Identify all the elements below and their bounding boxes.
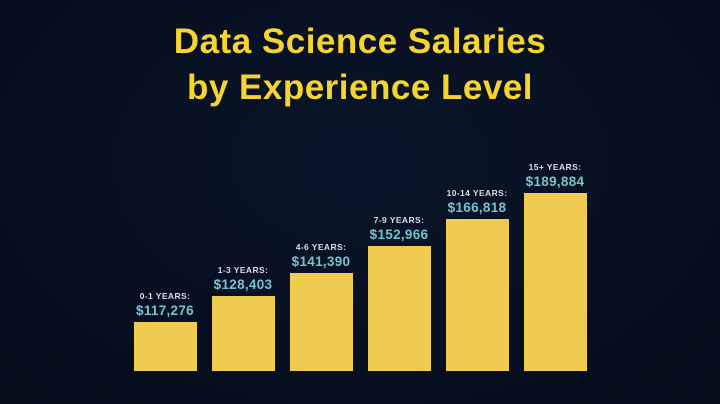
bar-category-label: 1-3 YEARS:	[217, 265, 269, 275]
chart-title: Data Science Salaries by Experience Level	[0, 0, 720, 111]
bar-category-label: 4-6 YEARS:	[295, 242, 347, 252]
bar	[367, 246, 431, 371]
bar-category-label: 0-1 YEARS:	[139, 291, 191, 301]
bar-category-label: 7-9 YEARS:	[373, 215, 425, 225]
bar-group: 4-6 YEARS: $141,390	[289, 242, 353, 371]
bar	[523, 193, 587, 371]
bar-value-label: $141,390	[291, 254, 351, 269]
bar	[133, 322, 197, 371]
chart-title-line2: by Experience Level	[186, 68, 534, 108]
bar	[445, 219, 509, 371]
bar-value-label: $152,966	[369, 227, 429, 242]
bar-group: 7-9 YEARS: $152,966	[367, 215, 431, 371]
chart-title-line1: Data Science Salaries	[173, 22, 547, 61]
bar-category-label: 10-14 YEARS:	[446, 188, 508, 198]
bar-chart: 0-1 YEARS: $117,276 1-3 YEARS: $128,403 4-6 …	[0, 162, 720, 371]
bar	[289, 273, 353, 371]
bar-group: 15+ YEARS: $189,884	[523, 162, 587, 371]
bar-value-label: $189,884	[525, 174, 585, 189]
bar-value-label: $166,818	[447, 200, 507, 215]
bar-group: 0-1 YEARS: $117,276	[133, 291, 197, 371]
bar-value-label: $128,403	[213, 277, 273, 292]
bar-group: 10-14 YEARS: $166,818	[445, 188, 509, 371]
bar	[211, 296, 275, 371]
bar-category-label: 15+ YEARS:	[528, 162, 582, 172]
bar-group: 1-3 YEARS: $128,403	[211, 265, 275, 371]
bar-value-label: $117,276	[136, 303, 194, 318]
